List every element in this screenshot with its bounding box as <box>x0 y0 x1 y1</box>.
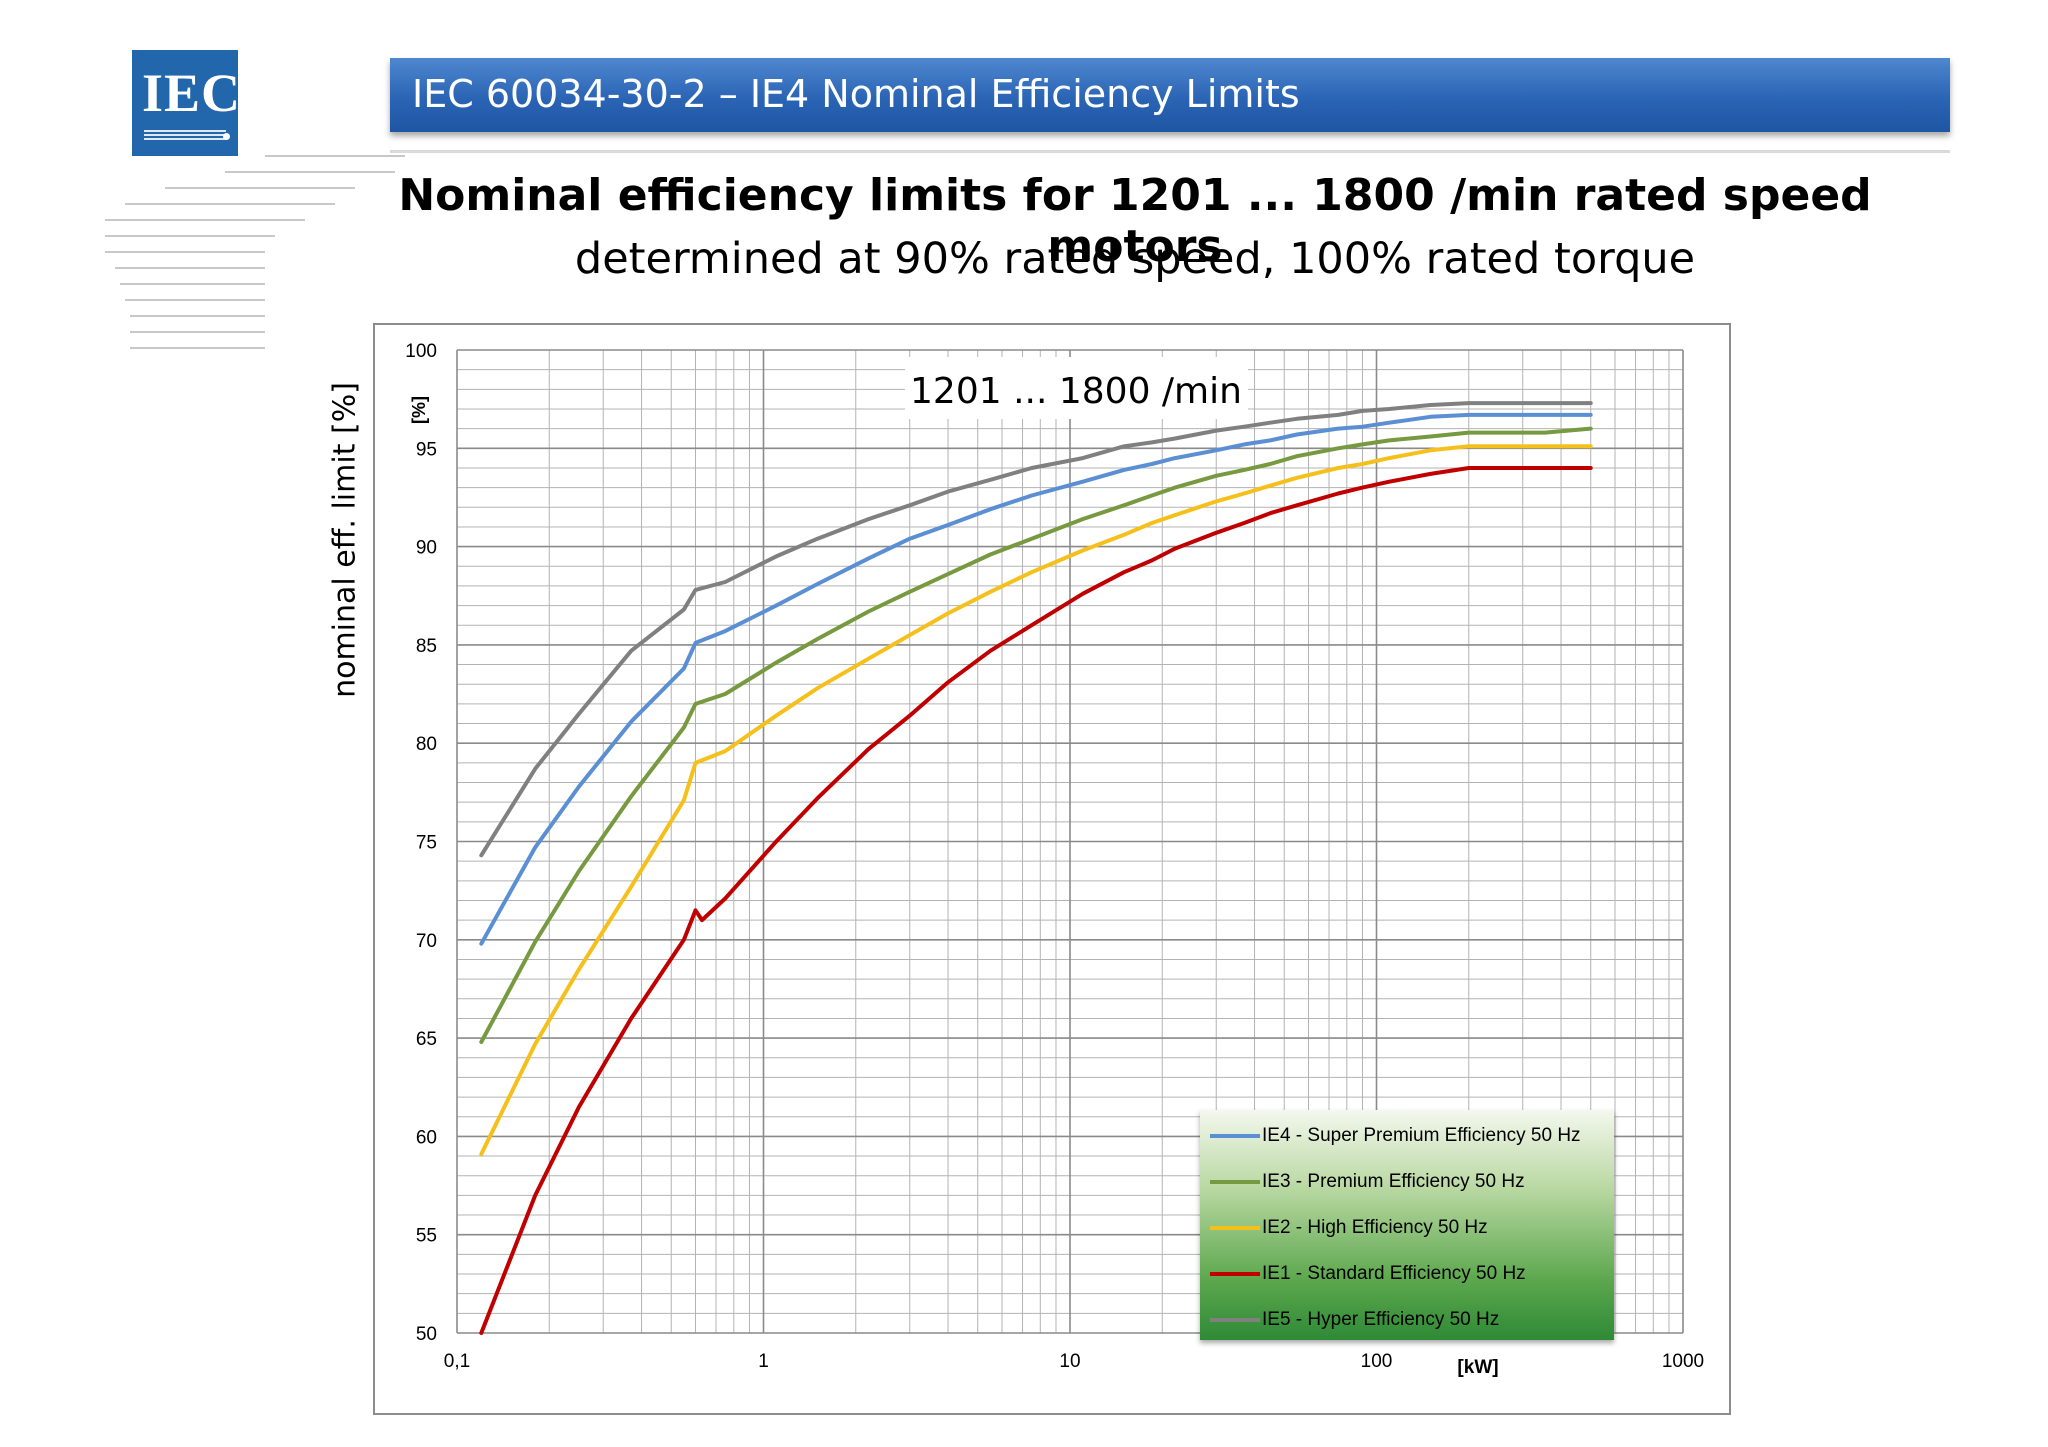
y-tick-label: 60 <box>416 1127 437 1148</box>
logo-lines <box>144 130 226 142</box>
series-line-ie3 <box>479 426 1593 1044</box>
y-tick-label: 100 <box>405 341 437 362</box>
x-axis-unit-label: [kW] <box>1457 1357 1498 1378</box>
y-tick-label: 55 <box>416 1226 437 1247</box>
x-tick-label: 0,1 <box>444 1351 470 1372</box>
y-tick-label: 50 <box>416 1324 437 1345</box>
logo-dot <box>223 133 230 140</box>
speed-annotation: 1201 ... 1800 /min <box>910 371 1242 412</box>
series-line-ie4 <box>479 412 1593 946</box>
y-tick-label: 90 <box>416 538 437 559</box>
y-axis-unit-label: [%] <box>409 396 429 424</box>
legend-swatch-ie1 <box>1210 1272 1260 1276</box>
header-bar: IEC 60034-30-2 – IE4 Nominal Efficiency … <box>390 58 1950 132</box>
header-divider <box>390 150 1950 153</box>
x-tick-label: 100 <box>1361 1351 1393 1372</box>
legend-swatch-ie2 <box>1210 1226 1260 1230</box>
legend-label-ie1: IE1 - Standard Efficiency 50 Hz <box>1262 1263 1526 1284</box>
y-tick-label: 95 <box>416 439 437 460</box>
annotation-box <box>905 357 1248 419</box>
slide-subtitle: determined at 90% rated speed, 100% rate… <box>574 234 1696 284</box>
decorative-stripes <box>105 155 405 349</box>
legend-label-ie2: IE2 - High Efficiency 50 Hz <box>1262 1217 1488 1238</box>
legend-label-ie5: IE5 - Hyper Efficiency 50 Hz <box>1262 1309 1500 1330</box>
x-tick-label: 1000 <box>1662 1351 1704 1372</box>
legend-label-ie3: IE3 - Premium Efficiency 50 Hz <box>1262 1171 1525 1192</box>
y-tick-label: 65 <box>416 1029 437 1050</box>
series-line-ie5 <box>479 401 1593 858</box>
y-tick-label: 75 <box>416 833 437 854</box>
legend-swatch-ie3 <box>1210 1180 1260 1184</box>
series-line-ie2 <box>479 444 1593 1157</box>
y-tick-label: 80 <box>416 734 437 755</box>
legend-swatch-ie5 <box>1210 1318 1260 1322</box>
logo-text: IEC <box>142 63 242 123</box>
x-tick-label: 1 <box>758 1351 769 1372</box>
slide-title: Nominal efficiency limits for 1201 ... 1… <box>398 170 1872 272</box>
iec-logo: IEC <box>132 50 242 156</box>
chart-legend: IE4 - Super Premium Efficiency 50 Hz IE3 … <box>1200 1110 1614 1340</box>
series-line-ie1 <box>479 466 1593 1335</box>
legend-swatch-ie4 <box>1210 1134 1260 1138</box>
header-title: IEC 60034-30-2 – IE4 Nominal Efficiency … <box>412 72 1300 116</box>
y-tick-label: 85 <box>416 636 437 657</box>
x-tick-label: 10 <box>1059 1351 1080 1372</box>
y-tick-label: 70 <box>416 931 437 952</box>
legend-label-ie4: IE4 - Super Premium Efficiency 50 Hz <box>1262 1125 1581 1146</box>
